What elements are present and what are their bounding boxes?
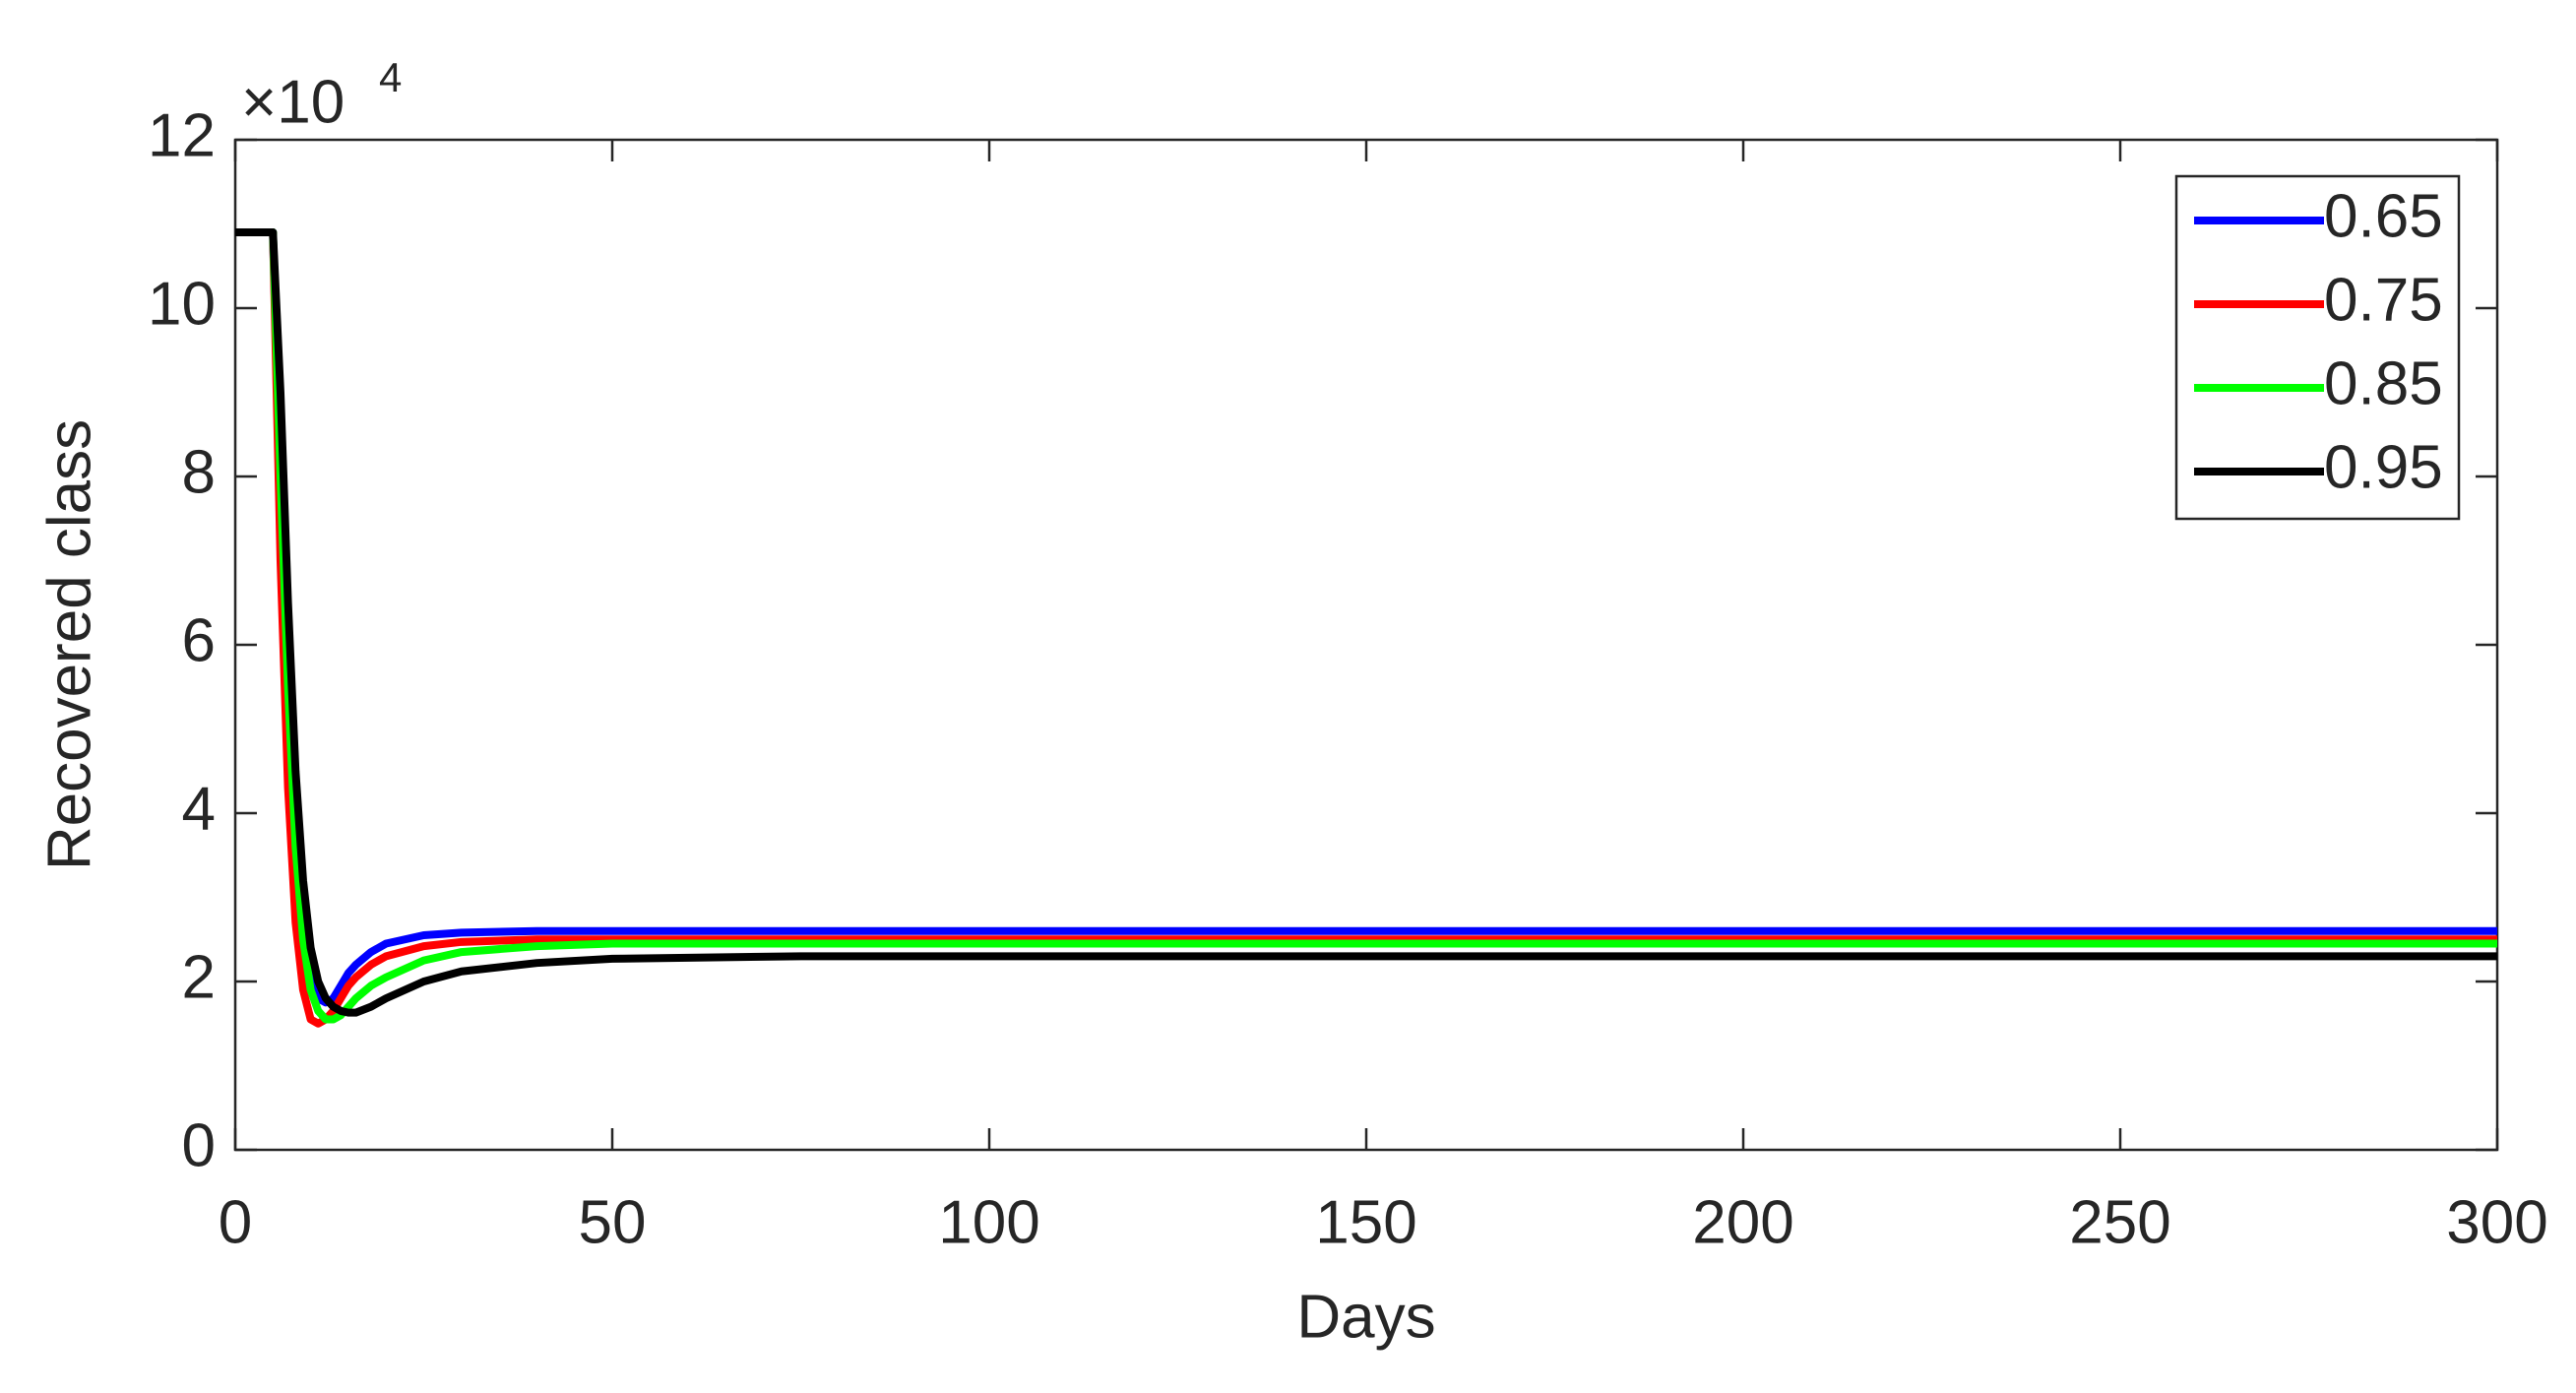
- legend-box: [2174, 174, 2461, 521]
- x-tick-label: 200: [1692, 1188, 1793, 1256]
- data-line: [235, 228, 2497, 1017]
- x-axis-label: Days: [1296, 1283, 1435, 1351]
- y-tick-label: 4: [182, 775, 216, 843]
- data-line: [235, 228, 2497, 1024]
- y-tick-label: 8: [182, 438, 216, 506]
- y-tick-label: 12: [148, 101, 216, 169]
- y-tick-label: 2: [182, 943, 216, 1011]
- legend-label: 0.85: [2324, 349, 2443, 417]
- y-tick-label: 0: [182, 1111, 216, 1179]
- x-tick-label: 150: [1315, 1188, 1416, 1256]
- plot-frame: [233, 138, 2499, 1152]
- data-line: [235, 228, 2497, 1028]
- x-tick-label: 0: [219, 1188, 252, 1256]
- y-tick-label: 10: [148, 270, 216, 338]
- y-multiplier: ×10: [241, 68, 345, 136]
- legend-label: 0.95: [2324, 433, 2443, 501]
- x-tick-label: 50: [579, 1188, 647, 1256]
- x-tick-label: 300: [2446, 1188, 2547, 1256]
- y-multiplier-exponent: 4: [379, 54, 402, 100]
- x-tick-label: 250: [2069, 1188, 2170, 1256]
- legend-label: 0.65: [2324, 182, 2443, 250]
- y-tick-label: 6: [182, 606, 216, 674]
- x-tick-label: 100: [938, 1188, 1039, 1256]
- y-axis-label: Recovered class: [35, 419, 103, 870]
- legend-label: 0.75: [2324, 266, 2443, 334]
